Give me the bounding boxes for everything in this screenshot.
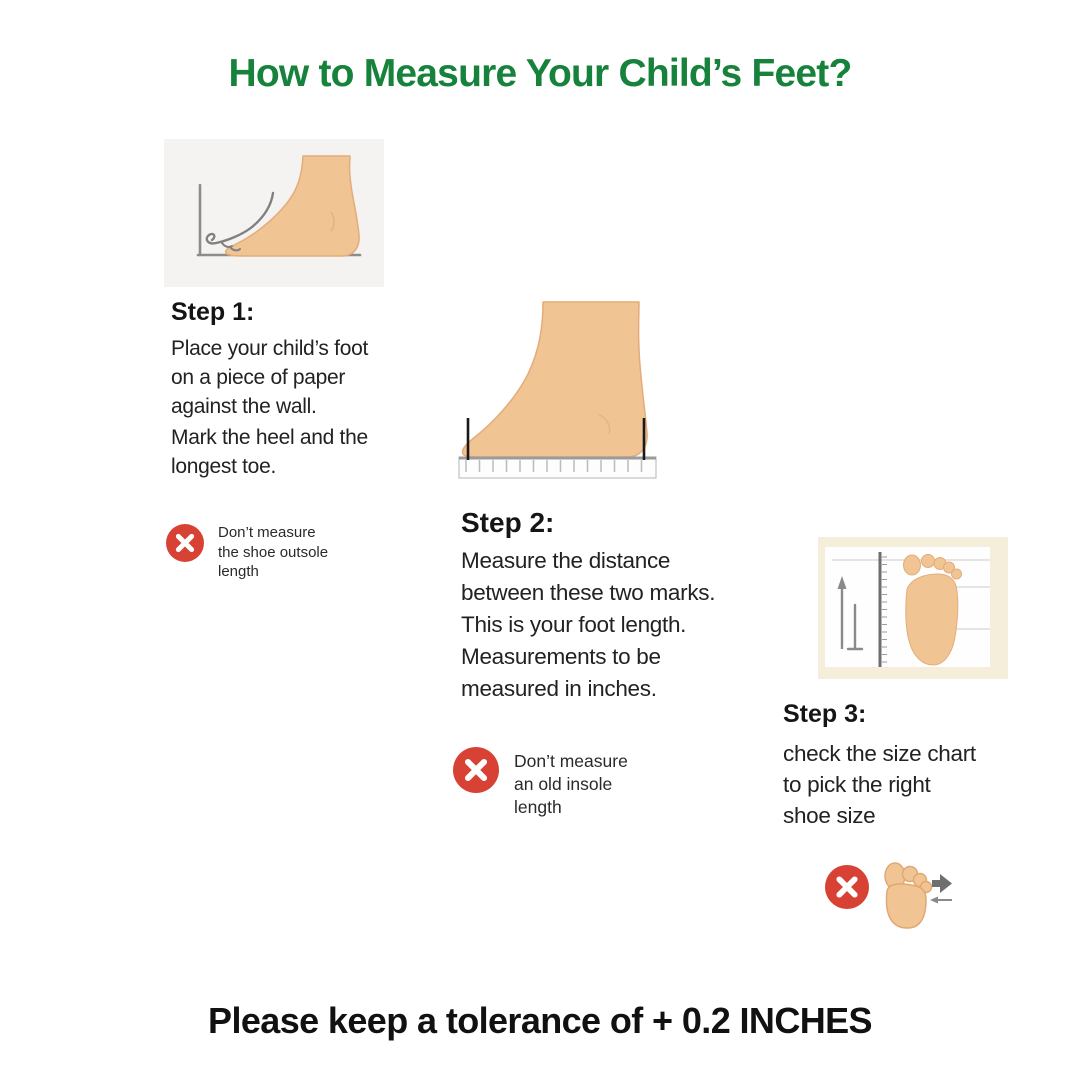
dont-x-icon [166, 524, 204, 562]
step1-instructions-1: Place your child’s foot on a piece of pa… [171, 337, 368, 418]
step3-instructions: check the size chart to pick the right s… [783, 741, 976, 828]
step3-heading: Step 3: [783, 700, 867, 728]
dont-x-icon [825, 865, 869, 909]
step2-illustration [451, 297, 663, 481]
page-title: How to Measure Your Child’s Feet? [228, 52, 853, 96]
foot-measure-chart-icon [825, 547, 990, 667]
dont-x-icon [453, 747, 499, 793]
step1-heading: Step 1: [171, 298, 255, 326]
foot-against-wall-icon [196, 155, 362, 257]
step1-instructions-2: Mark the heel and the longest toe. [171, 426, 368, 478]
step3-illustration-panel [818, 537, 1008, 679]
tolerance-note: Please keep a tolerance of + 0.2 INCHES [208, 1000, 873, 1041]
step1-illustration-panel [164, 139, 384, 287]
step2-instructions: Measure the distance between these two m… [461, 548, 716, 701]
step2-heading: Step 2: [461, 507, 555, 538]
squeezed-toes-icon [876, 854, 960, 938]
foot-on-ruler-icon [458, 301, 657, 479]
warning-old-insole-text: Don’t measure an old insole length [514, 751, 628, 817]
warning-shoe-outsole-text: Don’t measure the shoe outsole length [218, 524, 329, 580]
